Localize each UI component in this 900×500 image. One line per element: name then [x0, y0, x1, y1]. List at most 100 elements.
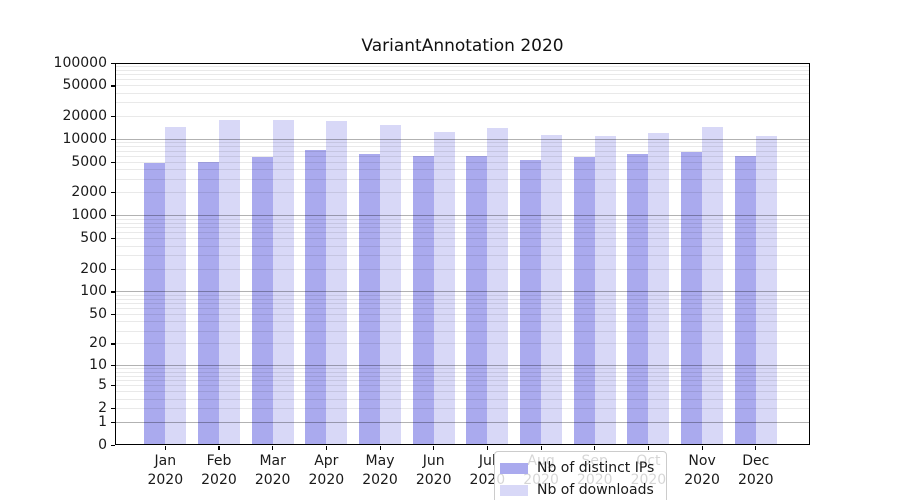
bar-downloads-oct — [648, 132, 670, 445]
gridline-minor — [115, 92, 810, 94]
gridline-major — [115, 138, 810, 140]
x-tick-label-mar: Mar 2020 — [254, 453, 291, 488]
x-tick-label-apr: Apr 2020 — [308, 453, 345, 488]
chart-title: VariantAnnotation 2020 — [361, 36, 564, 56]
y-tick-label: 50 — [89, 306, 107, 323]
legend-swatch-downloads — [500, 484, 528, 496]
x-tick-mark — [433, 446, 435, 450]
y-tick-label: 5 — [98, 377, 107, 394]
gridline-minor — [115, 321, 810, 323]
gridline-minor — [115, 146, 810, 148]
y-tick-label: 1000 — [71, 207, 107, 224]
y-tick-label: 50000 — [62, 77, 107, 94]
legend: Nb of distinct IPs Nb of downloads — [494, 451, 668, 500]
y-tick-mark — [111, 444, 115, 446]
gridline-minor — [115, 391, 810, 393]
x-tick-label-feb: Feb 2020 — [201, 453, 237, 488]
gridline-minor — [115, 232, 810, 234]
bar-downloads-mar — [272, 119, 294, 445]
y-tick-label: 2000 — [71, 184, 107, 201]
bar-downloads-jan — [165, 126, 187, 445]
bar-downloads-may — [380, 124, 402, 445]
y-tick-mark — [111, 62, 115, 64]
x-tick-mark — [379, 446, 381, 450]
x-tick-label-jan: Jan 2020 — [147, 453, 184, 488]
y-tick-mark — [111, 238, 115, 240]
gridline-minor — [115, 65, 810, 67]
bar-distinct-ips-jul — [466, 156, 488, 445]
x-tick-label-nov: Nov 2020 — [684, 453, 720, 488]
y-tick-mark — [111, 115, 115, 118]
gridline-major — [115, 215, 810, 217]
x-tick-mark — [755, 446, 757, 450]
gridline-minor — [115, 155, 810, 157]
bar-distinct-ips-mar — [251, 156, 273, 445]
y-tick-mark — [111, 364, 115, 367]
y-tick-label: 1 — [98, 413, 107, 430]
gridline-minor — [115, 218, 810, 220]
gridline-minor — [115, 102, 810, 104]
bar-downloads-dec — [755, 135, 777, 445]
bar-downloads-jul — [487, 127, 509, 445]
y-tick-mark — [111, 215, 115, 217]
bar-distinct-ips-dec — [734, 155, 756, 445]
bar-distinct-ips-oct — [627, 154, 649, 445]
y-tick-mark — [111, 291, 115, 293]
bar-downloads-apr — [326, 121, 348, 445]
legend-label-downloads: Nb of downloads — [537, 482, 654, 498]
gridline-minor — [115, 79, 810, 81]
y-tick-label: 200 — [80, 260, 107, 277]
gridline-minor — [115, 169, 810, 171]
gridline-minor — [115, 375, 810, 377]
bar-downloads-jun — [433, 132, 455, 445]
gridline-minor — [115, 330, 810, 332]
y-tick-label: 10 — [89, 356, 107, 373]
bar-distinct-ips-jun — [412, 155, 434, 445]
gridline-minor — [115, 161, 810, 163]
y-tick-label: 100000 — [53, 54, 107, 71]
legend-item-downloads: Nb of downloads — [500, 481, 654, 499]
x-tick-mark — [701, 446, 703, 450]
y-tick-mark — [111, 314, 115, 316]
gridline-minor — [115, 379, 810, 381]
y-tick-label: 5000 — [71, 153, 107, 170]
gridline-minor — [115, 227, 810, 229]
bar-downloads-feb — [218, 120, 240, 445]
y-tick-mark — [111, 408, 115, 410]
gridline-minor — [115, 398, 810, 400]
x-tick-label-may: May 2020 — [362, 453, 398, 488]
gridline-minor — [115, 343, 810, 345]
bar-downloads-sep — [594, 136, 616, 445]
x-tick-mark — [647, 446, 650, 450]
bar-distinct-ips-jan — [144, 162, 166, 445]
y-tick-label: 20000 — [62, 107, 107, 124]
legend-item-distinct-ips: Nb of distinct IPs — [500, 459, 654, 477]
x-tick-mark — [325, 446, 328, 450]
y-tick-mark — [111, 85, 115, 87]
plot-area: Nb of distinct IPs Nb of downloads — [115, 63, 810, 500]
y-tick-mark — [111, 161, 115, 164]
bars-layer — [115, 63, 810, 445]
bar-distinct-ips-nov — [681, 152, 703, 445]
y-tick-label: 2 — [98, 400, 107, 417]
gridline-major — [115, 364, 810, 366]
gridline-minor — [115, 178, 810, 180]
grid-layer — [115, 63, 810, 445]
y-tick-mark — [111, 192, 115, 194]
bar-distinct-ips-feb — [197, 162, 219, 445]
gridline-minor — [115, 192, 810, 194]
x-tick-mark — [486, 446, 489, 450]
gridline-minor — [115, 408, 810, 410]
gridline-minor — [115, 314, 810, 316]
gridline-minor — [115, 371, 810, 373]
x-tick-mark — [594, 446, 596, 450]
x-tick-mark — [218, 446, 220, 450]
y-tick-label: 100 — [80, 283, 107, 300]
gridline-minor — [115, 142, 810, 144]
gridline-minor — [115, 268, 810, 270]
gridline-minor — [115, 385, 810, 387]
y-tick-mark — [111, 421, 115, 423]
y-tick-label: 20 — [89, 335, 107, 352]
gridline-minor — [115, 69, 810, 71]
